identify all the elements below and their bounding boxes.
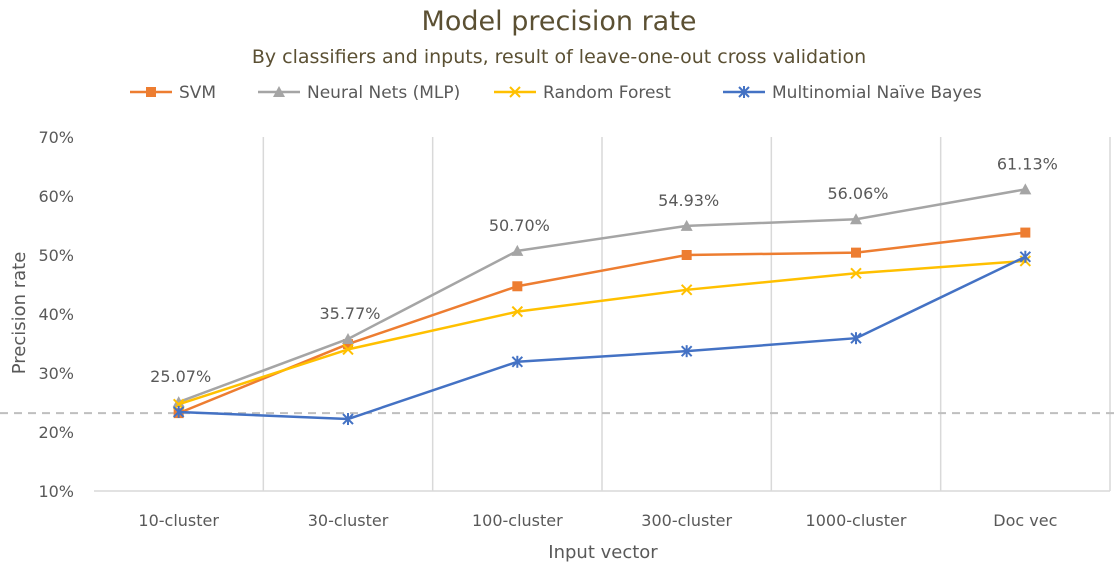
- x-tick-label: Doc vec: [993, 511, 1057, 530]
- data-point-x: [680, 284, 693, 296]
- data-point-star: [680, 345, 693, 358]
- data-point-triangle: [342, 332, 354, 344]
- data-label: 25.07%: [150, 367, 211, 386]
- x-tick-label: 10-cluster: [138, 511, 219, 530]
- data-point-triangle: [1019, 183, 1032, 195]
- data-point-triangle: [850, 213, 862, 225]
- x-tick-label: 300-cluster: [641, 511, 732, 530]
- marker-stroke: [342, 343, 354, 356]
- x-axis-label: Input vector: [548, 542, 658, 563]
- marker-stroke: [680, 284, 693, 296]
- y-tick-label: 60%: [38, 187, 74, 206]
- data-point-star: [172, 405, 185, 418]
- series-line: [178, 231, 1026, 415]
- y-axis-ticks: 10% 20% 30% 40% 50% 60% 70%: [38, 128, 74, 501]
- data-label: 56.06%: [827, 184, 888, 203]
- series-neural-nets-mlp-: [172, 183, 1032, 408]
- legend-item: Multinomial Naïve Bayes: [723, 83, 982, 103]
- series-line: [178, 259, 1026, 406]
- data-point-x: [509, 86, 521, 98]
- data-point-triangle: [680, 219, 693, 231]
- marker-stroke: [509, 86, 521, 98]
- legend-label: Multinomial Naïve Bayes: [772, 83, 982, 103]
- series-line: [178, 255, 1026, 421]
- y-axis-label: Precision rate: [9, 252, 30, 375]
- x-axis-ticks: 10-cluster 30-cluster 100-cluster 300-clust…: [138, 511, 1057, 530]
- data-point-x: [850, 267, 862, 279]
- legend-label: SVM: [179, 83, 216, 103]
- series-multinomial-na-ve-bayes: [172, 250, 1032, 426]
- data-label: 35.77%: [319, 304, 380, 323]
- data-point-square: [146, 87, 156, 97]
- grid: [0, 136, 1118, 492]
- data-label: 50.70%: [489, 216, 550, 235]
- data-point-triangle: [511, 244, 524, 256]
- data-label: 61.13%: [997, 154, 1058, 173]
- data-label: 54.93%: [658, 191, 719, 210]
- data-point-square: [1020, 227, 1031, 238]
- data-labels: 25.07% 35.77% 50.70% 54.93% 56.06% 61.13%: [150, 154, 1058, 386]
- legend-label: Neural Nets (MLP): [307, 83, 460, 103]
- data-point-star: [1019, 250, 1032, 263]
- data-point-star: [738, 86, 750, 98]
- series-layer: [172, 183, 1032, 426]
- data-point-star: [850, 332, 862, 345]
- y-tick-label: 10%: [38, 482, 74, 501]
- y-tick-label: 40%: [38, 305, 74, 324]
- legend-item: Random Forest: [494, 83, 671, 103]
- x-tick-label: 100-cluster: [472, 511, 563, 530]
- marker-stroke: [511, 305, 524, 318]
- data-point-square: [343, 339, 353, 350]
- x-tick-label: 1000-cluster: [806, 511, 907, 530]
- data-point-square: [512, 281, 523, 292]
- legend-label: Random Forest: [543, 83, 671, 103]
- series-line: [178, 188, 1026, 404]
- y-tick-label: 70%: [38, 128, 74, 147]
- legend-item: Neural Nets (MLP): [258, 83, 460, 103]
- data-point-x: [342, 343, 354, 356]
- data-point-x: [511, 305, 524, 318]
- y-tick-label: 30%: [38, 364, 74, 383]
- y-tick-label: 50%: [38, 246, 74, 265]
- legend: SVM Neural Nets (MLP) Random Forest Multino…: [130, 83, 982, 103]
- data-point-square: [681, 250, 692, 260]
- data-point-star: [511, 355, 524, 368]
- x-tick-label: 30-cluster: [308, 511, 389, 530]
- chart-title: Model precision rate: [422, 6, 697, 37]
- chart-subtitle: By classifiers and inputs, result of lea…: [252, 46, 866, 68]
- legend-item: SVM: [130, 83, 216, 103]
- data-point-square: [851, 247, 861, 258]
- y-tick-label: 20%: [38, 423, 74, 442]
- data-point-star: [342, 413, 354, 426]
- data-point-triangle: [273, 86, 285, 97]
- marker-stroke: [850, 267, 862, 279]
